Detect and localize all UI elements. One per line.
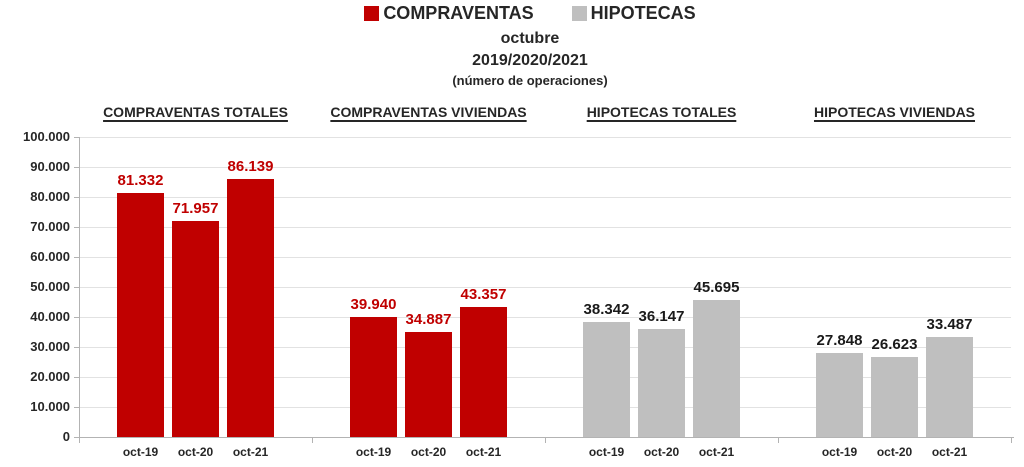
bar	[460, 306, 507, 437]
legend-swatch-hipotecas-icon	[571, 5, 587, 21]
legend-label-hipotecas: HIPOTECAS	[590, 3, 696, 23]
x-axis-label: oct-20	[177, 445, 214, 459]
bar	[172, 221, 219, 437]
y-axis-label: 90.000	[30, 159, 70, 174]
gridline	[79, 167, 1011, 168]
bar	[583, 321, 630, 437]
bar-value-label: 39.940	[350, 296, 397, 314]
y-axis-label: 30.000	[30, 339, 70, 354]
gridline	[79, 137, 1011, 138]
legend-item-compraventas: COMPRAVENTAS	[364, 3, 534, 23]
bar-value-label: 34.887	[405, 311, 452, 329]
bar	[926, 336, 973, 437]
x-axis-label: oct-19	[588, 445, 625, 459]
legend-item-hipotecas: HIPOTECAS	[571, 3, 696, 23]
y-axis-label: 40.000	[30, 309, 70, 324]
y-axis-tick	[74, 407, 79, 408]
bar-value-label: 33.487	[926, 315, 973, 333]
x-axis-tick	[545, 437, 546, 443]
bar-value-label: 43.357	[460, 285, 507, 303]
x-axis-label: oct-21	[232, 445, 269, 459]
y-axis-label: 0	[62, 429, 70, 444]
x-axis-tick	[778, 437, 779, 443]
bar	[117, 193, 164, 437]
bar	[405, 332, 452, 437]
y-axis-tick	[74, 137, 79, 138]
bar	[227, 178, 274, 437]
bar	[816, 353, 863, 437]
y-axis-tick	[74, 437, 79, 438]
legend-label-compraventas: COMPRAVENTAS	[383, 3, 534, 23]
legend: COMPRAVENTAS HIPOTECAS	[36, 3, 1024, 23]
group-header: HIPOTECAS VIVIENDAS	[813, 104, 976, 120]
gridline	[79, 227, 1011, 228]
chart-title-years: 2019/2020/2021	[472, 52, 588, 69]
x-axis-label: oct-19	[821, 445, 858, 459]
gridline	[79, 347, 1011, 348]
group-header: COMPRAVENTAS TOTALES	[103, 104, 288, 120]
y-axis-label: 10.000	[30, 399, 70, 414]
y-axis-label: 70.000	[30, 219, 70, 234]
x-axis-label: oct-21	[465, 445, 502, 459]
bar	[350, 317, 397, 437]
x-axis-label: oct-20	[410, 445, 447, 459]
x-axis-label: oct-20	[876, 445, 913, 459]
gridline	[79, 257, 1011, 258]
chart-header: COMPRAVENTAS HIPOTECAS octubre 2019/2020…	[0, 0, 1024, 88]
y-axis-tick	[74, 227, 79, 228]
group-header: COMPRAVENTAS VIVIENDAS	[330, 104, 527, 120]
bar	[693, 299, 740, 437]
y-axis-tick	[74, 317, 79, 318]
y-axis-label: 50.000	[30, 279, 70, 294]
y-axis-tick	[74, 167, 79, 168]
chart-title-note: (número de operaciones)	[452, 73, 608, 88]
gridline	[79, 377, 1011, 378]
y-axis-line	[79, 137, 80, 443]
bar-value-label: 45.695	[693, 278, 740, 296]
x-axis-tick	[1011, 437, 1012, 443]
chart-title-month: octubre	[500, 30, 560, 47]
y-axis-tick	[74, 257, 79, 258]
bar-value-label: 26.623	[871, 336, 918, 354]
y-axis-tick	[74, 347, 79, 348]
bar	[638, 328, 685, 437]
x-axis-tick	[79, 437, 80, 443]
y-axis-label: 100.000	[23, 129, 70, 144]
gridline	[79, 317, 1011, 318]
gridline	[79, 287, 1011, 288]
y-axis-tick	[74, 377, 79, 378]
x-axis-label: oct-19	[122, 445, 159, 459]
y-axis-label: 80.000	[30, 189, 70, 204]
bar-value-label: 27.848	[816, 332, 863, 350]
gridline	[79, 197, 1011, 198]
bar-value-label: 71.957	[172, 200, 219, 218]
y-axis-label: 60.000	[30, 249, 70, 264]
x-axis-label: oct-19	[355, 445, 392, 459]
x-axis-label: oct-21	[931, 445, 968, 459]
x-axis-tick	[312, 437, 313, 443]
bar-value-label: 38.342	[583, 300, 630, 318]
x-axis-label: oct-20	[643, 445, 680, 459]
y-axis-tick	[74, 287, 79, 288]
group-header: HIPOTECAS TOTALES	[586, 104, 737, 120]
x-axis-line	[79, 437, 1014, 438]
x-axis-label: oct-21	[698, 445, 735, 459]
y-axis-label: 20.000	[30, 369, 70, 384]
y-axis-tick	[74, 197, 79, 198]
bar-value-label: 81.332	[117, 172, 164, 189]
bar	[871, 357, 918, 437]
gridline	[79, 407, 1011, 408]
bar-value-label: 86.139	[227, 157, 274, 175]
legend-swatch-compraventas-icon	[364, 5, 380, 21]
bar-value-label: 36.147	[638, 307, 685, 325]
